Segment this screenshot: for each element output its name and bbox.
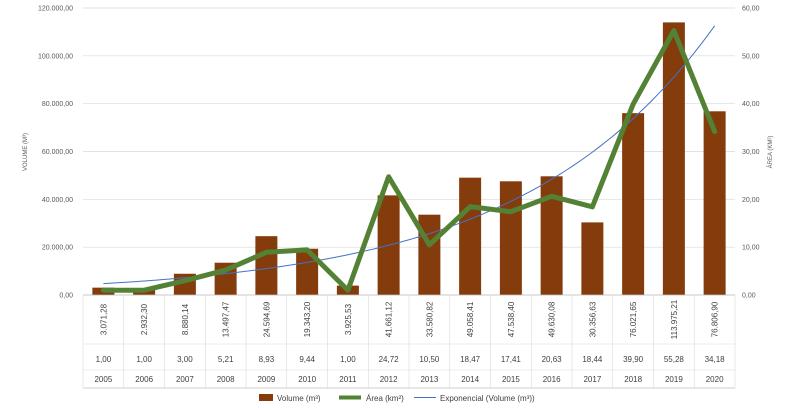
volume-bar bbox=[296, 248, 319, 295]
area-value-label: 5,21 bbox=[218, 355, 234, 364]
gridlines bbox=[83, 7, 735, 296]
area-value-label: 39,90 bbox=[623, 355, 644, 364]
year-label: 2020 bbox=[706, 375, 724, 384]
volume-value-label: 41.661,12 bbox=[385, 301, 394, 337]
left-y-axis-title: VOLUME (M³) bbox=[23, 133, 29, 171]
right-y-tick-label: 30,00 bbox=[742, 149, 760, 156]
volume-value-label: 3.071,28 bbox=[99, 303, 108, 335]
left-y-tick-label: 0,00 bbox=[59, 293, 73, 300]
legend: Volume (m³) Área (km²) Exponencial (Volume… bbox=[259, 394, 535, 403]
volume-bar bbox=[581, 222, 604, 295]
year-label: 2012 bbox=[380, 375, 398, 384]
right-y-tick-label: 40,00 bbox=[742, 101, 760, 108]
left-y-tick-label: 80.000,00 bbox=[42, 101, 73, 108]
area-value-label: 18,47 bbox=[460, 355, 481, 364]
right-y-tick-label: 60,00 bbox=[742, 6, 760, 13]
volume-value-label: 113.975,21 bbox=[670, 299, 679, 339]
volume-bar bbox=[418, 214, 441, 295]
year-label: 2019 bbox=[665, 375, 683, 384]
right-y-tick-label: 20,00 bbox=[742, 197, 760, 204]
right-y-axis-title: ÁREA (KM²) bbox=[767, 136, 774, 169]
area-value-label: 9,44 bbox=[299, 355, 315, 364]
volume-value-label: 30.356,63 bbox=[588, 301, 597, 337]
right-y-tick-label: 0,00 bbox=[742, 293, 756, 300]
left-y-tick-label: 120.000,00 bbox=[38, 6, 73, 13]
area-value-label: 1,00 bbox=[340, 355, 356, 364]
year-label: 2011 bbox=[339, 375, 357, 384]
volume-value-label: 76.806,90 bbox=[711, 301, 720, 337]
area-line-path bbox=[100, 28, 718, 293]
volume-bar bbox=[703, 111, 726, 295]
volume-value-label: 19.343,20 bbox=[303, 301, 312, 337]
legend-swatch-volume bbox=[259, 394, 273, 401]
volume-bar bbox=[662, 22, 685, 295]
legend-label-trend: Exponencial (Volume (m³)) bbox=[440, 394, 535, 403]
year-label: 2016 bbox=[543, 375, 561, 384]
area-value-label: 17,41 bbox=[501, 355, 522, 364]
volume-value-label: 76.021,65 bbox=[629, 301, 638, 337]
area-value-label: 1,00 bbox=[136, 355, 152, 364]
area-value-label: 24,72 bbox=[379, 355, 400, 364]
year-label: 2018 bbox=[624, 375, 642, 384]
year-label: 2005 bbox=[94, 375, 112, 384]
year-label: 2010 bbox=[298, 375, 316, 384]
volume-bar bbox=[459, 177, 482, 295]
left-y-tick-label: 60.000,00 bbox=[42, 149, 73, 156]
area-value-label: 20,63 bbox=[542, 355, 563, 364]
volume-bar bbox=[540, 176, 563, 295]
year-label: 2008 bbox=[217, 375, 235, 384]
legend-label-area: Área (km²) bbox=[366, 394, 404, 403]
volume-value-label: 49.058,41 bbox=[466, 301, 475, 337]
legend-label-volume: Volume (m³) bbox=[277, 394, 321, 403]
volume-value-label: 3.925,53 bbox=[344, 303, 353, 335]
volume-value-label: 24.594,69 bbox=[262, 301, 271, 337]
left-y-axis: VOLUME (M³) 0,00 20.000,00 40.000,00 60.000… bbox=[23, 6, 73, 300]
volume-bar bbox=[255, 236, 278, 295]
volume-bar bbox=[499, 181, 522, 295]
data-table: 3.071,28 2.932,30 8.880,14 13.497,47 24.594,… bbox=[82, 294, 736, 389]
year-label: 2014 bbox=[461, 375, 479, 384]
year-label: 2009 bbox=[257, 375, 275, 384]
area-value-label: 1,00 bbox=[96, 355, 112, 364]
area-value-label: 18,44 bbox=[582, 355, 603, 364]
area-value-label: 34,18 bbox=[705, 355, 726, 364]
volume-value-label: 47.538,40 bbox=[507, 301, 516, 337]
year-label: 2007 bbox=[176, 375, 194, 384]
left-y-tick-label: 100.000,00 bbox=[38, 53, 73, 60]
year-label: 2015 bbox=[502, 375, 520, 384]
volume-bars bbox=[92, 22, 726, 296]
volume-value-label: 13.497,47 bbox=[222, 301, 231, 337]
year-label: 2017 bbox=[583, 375, 601, 384]
left-y-tick-label: 20.000,00 bbox=[42, 245, 73, 252]
volume-value-label: 49.630,08 bbox=[548, 301, 557, 337]
area-value-label: 55,28 bbox=[664, 355, 685, 364]
volume-bar bbox=[622, 113, 645, 296]
year-label: 2006 bbox=[135, 375, 153, 384]
area-value-label: 10,50 bbox=[419, 355, 440, 364]
area-line bbox=[100, 28, 718, 293]
volume-value-label: 2.932,30 bbox=[140, 303, 149, 335]
right-y-tick-label: 50,00 bbox=[742, 53, 760, 60]
volume-value-label: 8.880,14 bbox=[181, 303, 190, 335]
area-value-label: 3,00 bbox=[177, 355, 193, 364]
year-label: 2013 bbox=[420, 375, 438, 384]
right-y-tick-label: 10,00 bbox=[742, 245, 760, 252]
volume-value-label: 33.580,82 bbox=[425, 301, 434, 337]
area-value-label: 8,93 bbox=[259, 355, 275, 364]
left-y-tick-label: 40.000,00 bbox=[42, 197, 73, 204]
right-y-axis: ÁREA (KM²) 0,00 10,00 20,00 30,00 40,00 50,00… bbox=[742, 6, 774, 300]
